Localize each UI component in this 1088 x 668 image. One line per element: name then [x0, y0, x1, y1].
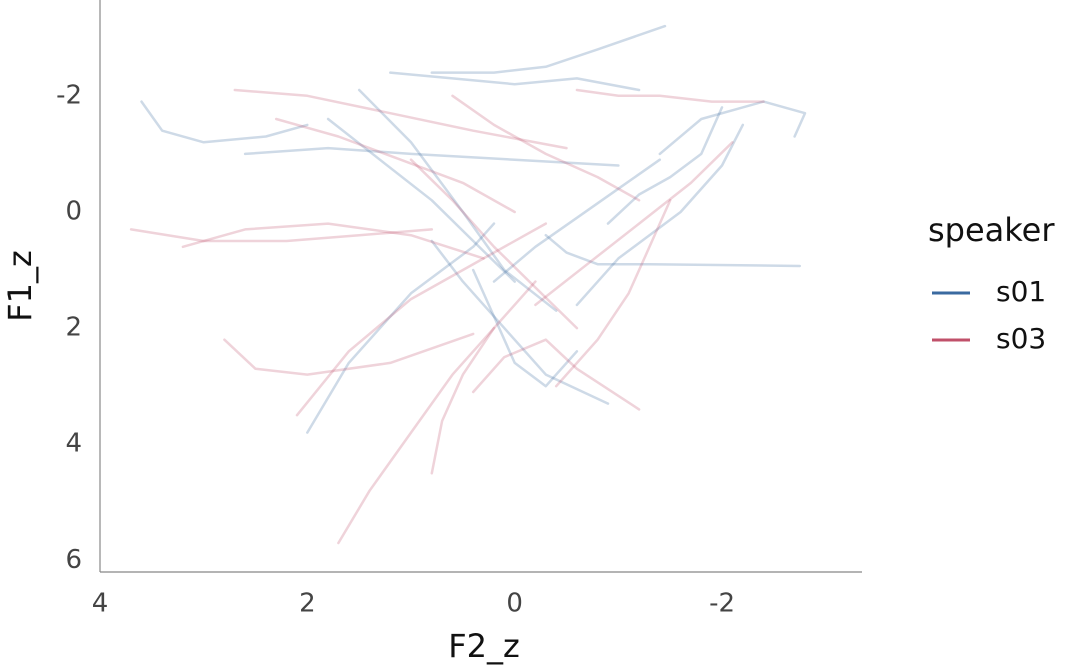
trajectory [243, 146, 620, 167]
trajectory [606, 106, 724, 225]
trajectory [337, 326, 496, 545]
trajectory [233, 88, 568, 150]
trajectory [409, 158, 579, 330]
trajectory [326, 117, 516, 283]
trajectory [306, 222, 496, 434]
trajectory [140, 100, 309, 144]
trajectory [295, 222, 548, 417]
x-tick-label: 4 [92, 589, 109, 619]
trajectory [430, 239, 610, 405]
x-tick-label: 2 [299, 589, 316, 619]
trajectory [544, 233, 802, 268]
y-tick-label: 6 [65, 545, 82, 575]
legend-title: speaker [928, 211, 1055, 249]
trajectory [492, 158, 662, 283]
x-tick-label: -2 [709, 589, 735, 619]
legend-label: s03 [996, 322, 1046, 355]
trajectory [554, 199, 672, 388]
trajectory [471, 268, 579, 388]
trajectory [471, 338, 641, 411]
trajectory [658, 100, 807, 156]
x-axis-title: F2_z [448, 627, 520, 665]
y-tick-label: 2 [65, 313, 82, 343]
trajectory [451, 94, 641, 202]
trajectory [534, 141, 734, 307]
trajectory [575, 88, 765, 103]
trajectory [129, 228, 434, 243]
trajectory [223, 332, 475, 376]
trajectory [430, 24, 667, 74]
trajectory [357, 88, 558, 312]
y-tick-label: -2 [56, 80, 82, 110]
trajectory [430, 280, 537, 475]
trajectory [274, 117, 516, 214]
y-tick-label: 4 [65, 429, 82, 459]
x-tick-label: 0 [506, 589, 523, 619]
y-axis-title: F1_z [1, 250, 39, 322]
legend-label: s01 [996, 275, 1046, 308]
trajectory [181, 222, 485, 260]
y-tick-label: 0 [65, 196, 82, 226]
trajectory [389, 71, 641, 92]
trajectory [575, 123, 745, 307]
